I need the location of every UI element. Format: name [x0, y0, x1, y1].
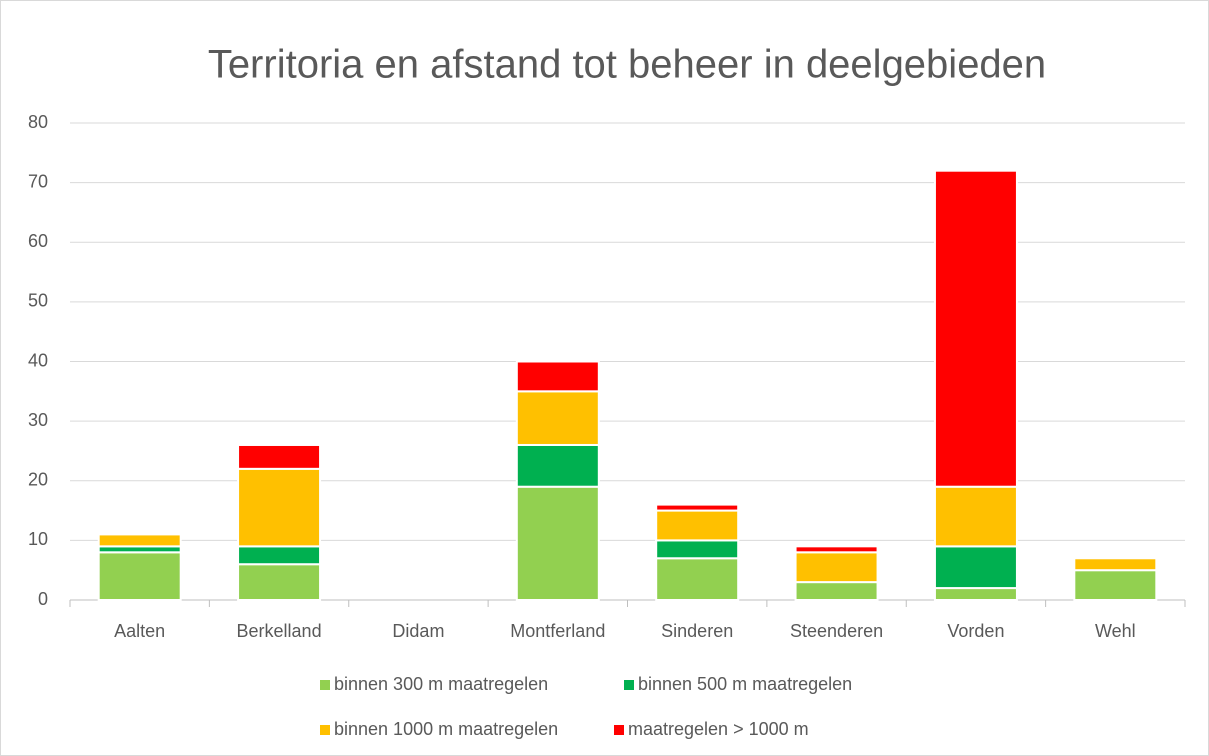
- bar-segment: [237, 563, 322, 601]
- legend-swatch: [624, 680, 634, 690]
- x-tick-label: Wehl: [1095, 621, 1136, 641]
- bar-segment: [237, 467, 322, 548]
- legend-swatch: [614, 725, 624, 735]
- y-tick-label: 60: [28, 231, 48, 251]
- legend-label: binnen 500 m maatregelen: [638, 674, 852, 694]
- bar-segment: [237, 545, 322, 566]
- bar-segment: [237, 443, 322, 470]
- bar-segment: [97, 533, 182, 548]
- y-tick-label: 30: [28, 410, 48, 430]
- bar-segment: [794, 581, 879, 601]
- bar-segment: [933, 485, 1018, 548]
- x-tick-label: Berkelland: [237, 621, 322, 641]
- bar-segment: [515, 443, 600, 488]
- bar-segment: [1073, 557, 1158, 572]
- x-tick-label: Steenderen: [790, 621, 883, 641]
- bar-segment: [933, 169, 1018, 488]
- legend-label: binnen 300 m maatregelen: [334, 674, 548, 694]
- legend-label: maatregelen > 1000 m: [628, 719, 809, 739]
- bar-segment: [655, 539, 740, 560]
- legend-swatch: [320, 680, 330, 690]
- x-tick-label: Didam: [392, 621, 444, 641]
- x-tick-label: Vorden: [947, 621, 1004, 641]
- y-tick-label: 20: [28, 470, 48, 490]
- bar-segment: [933, 545, 1018, 590]
- y-tick-label: 50: [28, 291, 48, 311]
- bar-segment: [1073, 569, 1158, 601]
- bar-segment: [97, 551, 182, 601]
- y-tick-label: 70: [28, 171, 48, 191]
- x-tick-label: Montferland: [510, 621, 605, 641]
- bar-segment: [655, 509, 740, 542]
- x-tick-label: Sinderen: [661, 621, 733, 641]
- bar-segment: [794, 545, 879, 554]
- legend-label: binnen 1000 m maatregelen: [334, 719, 558, 739]
- bar-segment: [794, 551, 879, 584]
- chart-title: Territoria en afstand tot beheer in deel…: [208, 43, 1046, 87]
- bar-segment: [515, 485, 600, 601]
- legend-swatch: [320, 725, 330, 735]
- y-tick-label: 40: [28, 350, 48, 370]
- bar-segment: [515, 360, 600, 393]
- y-tick-label: 80: [28, 112, 48, 132]
- y-tick-label: 10: [28, 529, 48, 549]
- y-tick-label: 0: [38, 589, 48, 609]
- x-tick-label: Aalten: [114, 621, 165, 641]
- bar-segment: [655, 503, 740, 512]
- bar-segment: [655, 557, 740, 602]
- bar-segment: [515, 390, 600, 446]
- bar-segment: [933, 587, 1018, 602]
